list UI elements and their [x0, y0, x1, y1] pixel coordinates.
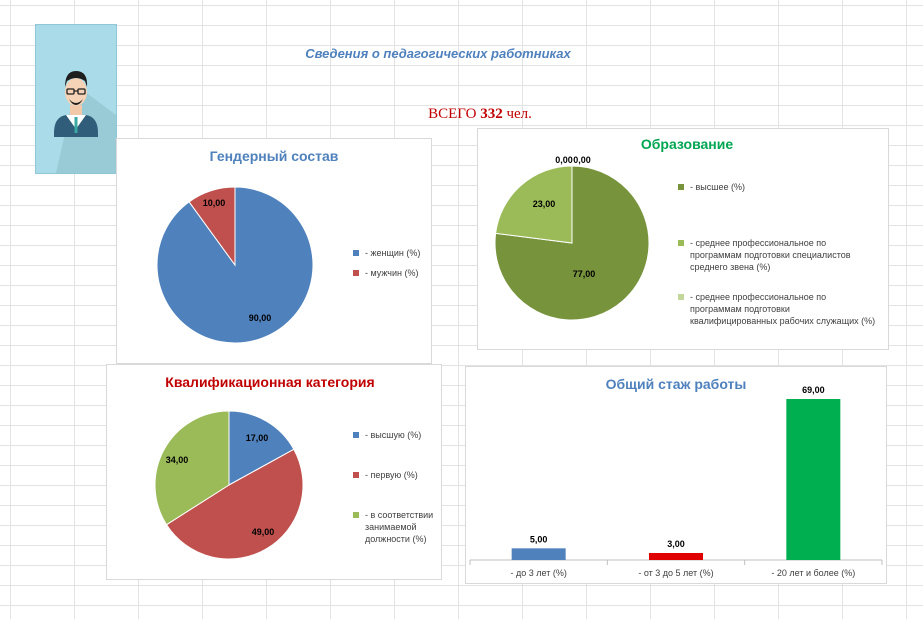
legend-swatch [678, 184, 684, 190]
pie-slice [494, 165, 650, 321]
report-title: Сведения о педагогических работниках [305, 46, 571, 61]
teacher-avatar-icon [54, 71, 116, 173]
data-label: 0,00 [573, 155, 591, 165]
data-label: 3,00 [667, 539, 685, 549]
legend-swatch [678, 294, 684, 300]
bar [786, 399, 841, 560]
legend-swatch [353, 270, 359, 276]
chart-title: Общий стаж работы [605, 376, 747, 392]
data-label: 0,00 [555, 155, 573, 165]
total-value: 332 [480, 106, 503, 122]
legend-label: - среднее профессиональное по программам… [690, 292, 876, 326]
legend-item: - среднее профессиональное по программам… [678, 291, 878, 327]
bar [649, 553, 703, 560]
qualification-chart: Квалификационная категория 17,00 49,00 34,… [106, 364, 442, 580]
total-count: ВСЕГО 332 чел. [380, 106, 580, 123]
data-label: 17,00 [246, 433, 269, 443]
legend-label: - высшее (%) [690, 182, 745, 192]
legend-label: - в соответствии занимаемой должности (%… [365, 510, 434, 544]
pie-slice [188, 186, 236, 267]
legend-swatch [353, 472, 359, 478]
education-chart: Образование 77,00 23,00 0,00 0,00 - высшее … [477, 128, 889, 350]
data-label: 69,00 [802, 385, 825, 395]
legend-label: - мужчин (%) [365, 268, 419, 278]
data-label: 49,00 [252, 527, 275, 537]
legend-item: - мужчин (%) [353, 267, 419, 279]
data-label: 10,00 [203, 198, 226, 208]
legend-label: - женщин (%) [365, 248, 421, 258]
education-pie: 77,00 23,00 0,00 0,00 [494, 155, 650, 321]
experience-chart: Общий стаж работы 5,00 - до 3 лет (%) 3,0… [465, 366, 887, 584]
data-label: 23,00 [533, 199, 556, 209]
chart-title: Квалификационная категория [165, 374, 375, 390]
legend-label: - первую (%) [365, 470, 418, 480]
data-label: 90,00 [249, 313, 272, 323]
legend-item: - женщин (%) [353, 247, 420, 259]
category-label: - от 3 до 5 лет (%) [638, 568, 713, 578]
legend-item: - в соответствии занимаемой должности (%… [353, 509, 439, 545]
pie-slice [154, 410, 230, 526]
teacher-avatar [35, 24, 117, 174]
data-label: 5,00 [530, 534, 548, 544]
gender-chart: Гендерный состав 90,00 10,00 - женщин (%)… [116, 138, 432, 364]
total-suffix: чел. [506, 106, 532, 122]
pie-slice [165, 448, 304, 560]
chart-title: Гендерный состав [209, 148, 339, 164]
data-label: 77,00 [573, 269, 596, 279]
pie-slice [495, 165, 573, 244]
chart-title: Образование [640, 136, 734, 152]
legend-item: - высшее (%) [678, 181, 745, 193]
gender-pie: 90,00 10,00 [156, 186, 314, 344]
legend-swatch [353, 250, 359, 256]
legend-label: - среднее профессиональное по программам… [690, 238, 851, 272]
experience-bars: 5,00 - до 3 лет (%) 3,00 - от 3 до 5 лет … [469, 385, 883, 578]
legend-item: - высшую (%) [353, 429, 421, 441]
category-label: - 20 лет и более (%) [771, 568, 855, 578]
bar [511, 548, 566, 560]
legend-item: - среднее профессиональное по программам… [678, 237, 878, 273]
legend-swatch [353, 512, 359, 518]
qualification-pie: 17,00 49,00 34,00 [154, 410, 304, 560]
legend-item: - первую (%) [353, 469, 418, 481]
total-prefix: ВСЕГО [428, 106, 477, 122]
pie-slice [228, 410, 295, 486]
legend-label: - высшую (%) [365, 430, 422, 440]
legend-swatch [353, 432, 359, 438]
category-label: - до 3 лет (%) [510, 568, 566, 578]
data-label: 34,00 [166, 455, 189, 465]
legend-swatch [678, 240, 684, 246]
